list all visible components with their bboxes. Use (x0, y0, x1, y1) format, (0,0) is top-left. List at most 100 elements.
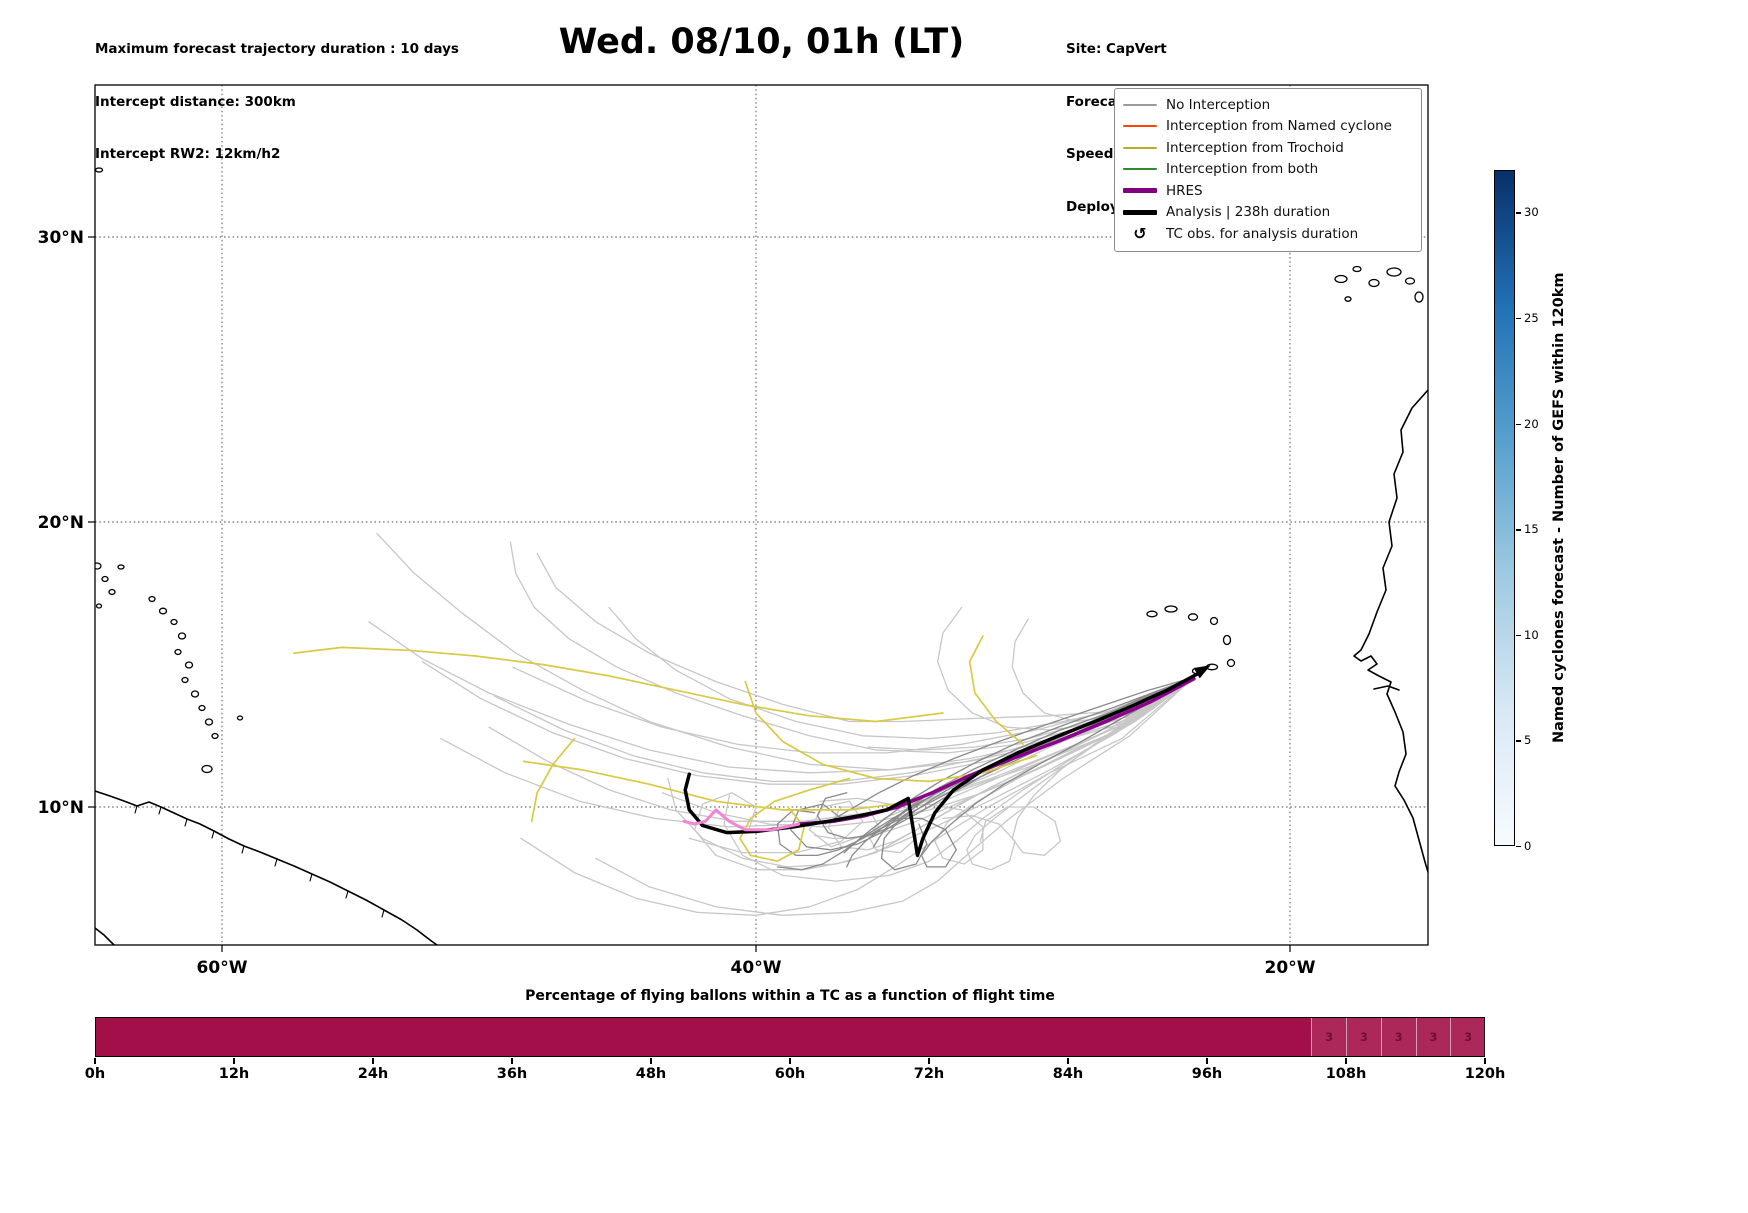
islands-canary (1334, 265, 1424, 303)
trajectory-gefs-no-interception (942, 676, 1195, 871)
x-tick-label: 0h (84, 1066, 106, 1082)
legend-line-analysis (1123, 209, 1157, 215)
colorbar-tick-label: 30 (1524, 205, 1539, 220)
x-tick-label: 60h (774, 1066, 806, 1082)
legend-label: HRES (1166, 182, 1203, 199)
legend-item-tc-obs: ↺ TC obs. for analysis duration (1123, 223, 1413, 245)
colorbar-tick-mark (1516, 212, 1521, 214)
trajectory-gefs-no-interception (536, 552, 1195, 723)
bar-annotation: 3 (1450, 1018, 1485, 1056)
x-tick-label: 72h (913, 1066, 945, 1082)
run-parameters: Maximum forecast trajectory duration : 1… (95, 6, 459, 181)
x-tick-mark (1484, 1058, 1486, 1064)
trajectory-analysis (683, 671, 1201, 858)
map-frame (94, 84, 1429, 946)
param-intercept-rw2: Intercept RW2: 12km/h2 (95, 146, 281, 162)
bar-annotation: 3 (1311, 1018, 1346, 1056)
colorbar-tick-mark (1516, 846, 1521, 848)
coastline-gambia-river (1373, 685, 1400, 691)
gefs-colorbar (1494, 170, 1515, 846)
trajectory-gefs-no-interception (512, 666, 1195, 754)
legend-line-sample (1123, 188, 1157, 194)
legend-line-sample (1123, 209, 1157, 215)
legend-line-hres (1123, 188, 1157, 194)
colorbar-tick-label: 15 (1524, 522, 1539, 537)
trajectory-gefs-no-interception (488, 676, 1195, 822)
coastline-south-america (95, 790, 438, 945)
x-tick-mark (511, 1058, 513, 1064)
x-tick-mark (94, 1058, 96, 1064)
trajectory-gefs-no-interception (595, 676, 1195, 916)
x-tick-label: 48h (635, 1066, 667, 1082)
trajectory-hres-observed-tail (682, 808, 801, 832)
x-tick-label: 36h (496, 1066, 528, 1082)
islands-lesser-antilles (95, 562, 244, 774)
x-tick-label: 96h (1191, 1066, 1223, 1082)
cyclone-symbol-icon: ↺ (1133, 223, 1147, 243)
trajectory-gefs-dense-cluster (843, 676, 1195, 854)
colorbar-tick-label: 20 (1524, 416, 1539, 431)
legend-line-interception-named-cyclone (1123, 125, 1157, 128)
coastline-africa (1353, 389, 1428, 873)
island-bermuda (95, 167, 104, 173)
x-tick-mark (372, 1058, 374, 1064)
bottom-chart-title: Percentage of flying ballons within a TC… (525, 988, 1055, 1004)
trajectory-gefs-dense-cluster (824, 676, 1195, 825)
colorbar-tick-label: 10 (1524, 627, 1539, 642)
trajectory-trochoid-interception (739, 777, 851, 862)
legend-label: Interception from Trochoid (1166, 139, 1344, 156)
legend-label: Analysis | 238h duration (1166, 204, 1331, 221)
figure-title: Wed. 08/10, 01h (LT) (558, 22, 965, 62)
legend-label: TC obs. for analysis duration (1166, 225, 1359, 242)
colorbar-tick-mark (1516, 634, 1521, 637)
info-site: Site: CapVert (1066, 41, 1167, 57)
x-tick-label: 24h (357, 1066, 389, 1082)
legend-items: No Interception Interception from Named c… (1123, 94, 1413, 245)
axis-tick-labels: 60°W 40°W 20°W 30°N 20°N 10°N (38, 228, 1316, 978)
legend-line-sample (1123, 146, 1157, 149)
x-tick-mark (233, 1058, 235, 1064)
trajectory-gefs-no-interception (368, 621, 1195, 774)
x-tick-mark (1067, 1058, 1069, 1064)
colorbar-tick-mark (1516, 529, 1521, 531)
colorbar-tick-label: 0 (1524, 839, 1532, 853)
bar-annotation: 3 (1380, 1018, 1416, 1056)
trajectory-gefs-dense-cluster (872, 676, 1195, 848)
lat-tick-label: 10°N (38, 798, 84, 818)
trajectory-gefs-dense-cluster (891, 676, 1195, 868)
colorbar-label: Named cyclones forecast - Number of GEFS… (1551, 272, 1567, 744)
legend-line-interception-both (1123, 168, 1157, 171)
analysis-arrowhead-icon (1193, 665, 1211, 679)
bar-annotation: 3 (1346, 1018, 1381, 1056)
colorbar-tick-mark (1516, 423, 1521, 425)
x-tick-label: 120h (1464, 1066, 1506, 1082)
legend-item-interception-named-cyclone: Interception from Named cyclone (1123, 116, 1413, 138)
legend-item-interception-both: Interception from both (1123, 159, 1413, 181)
bar-annotation: 3 (1415, 1018, 1451, 1056)
param-intercept-distance: Intercept distance: 300km (95, 93, 296, 110)
lat-tick-label: 30°N (38, 228, 84, 248)
legend-line-no-interception (1123, 103, 1157, 106)
trajectory-trochoid-interception (530, 737, 576, 823)
legend-item-analysis: Analysis | 238h duration (1123, 202, 1413, 224)
legend-label: No Interception (1166, 96, 1271, 113)
colorbar-tick-label: 25 (1524, 310, 1539, 325)
legend-line-sample (1123, 125, 1157, 128)
x-tick-label: 12h (218, 1066, 250, 1082)
trajectory-gefs-no-interception (693, 676, 1195, 871)
colorbar-tick-mark (1516, 740, 1521, 742)
legend-item-interception-trochoid: Interception from Trochoid (1123, 137, 1413, 159)
legend-label: Interception from Named cyclone (1166, 118, 1392, 135)
lon-tick-label: 20°W (1265, 958, 1316, 978)
x-tick-mark (928, 1058, 930, 1064)
map-legend: No Interception Interception from Named c… (1114, 88, 1422, 252)
coastline-bottom-left-fragment (95, 927, 115, 945)
x-tick-mark (1345, 1058, 1347, 1064)
colorbar-tick-mark (1516, 317, 1521, 320)
legend-line-interception-trochoid (1123, 146, 1157, 149)
coastline-estuary-marks (134, 805, 385, 918)
lon-tick-label: 40°W (731, 958, 782, 978)
